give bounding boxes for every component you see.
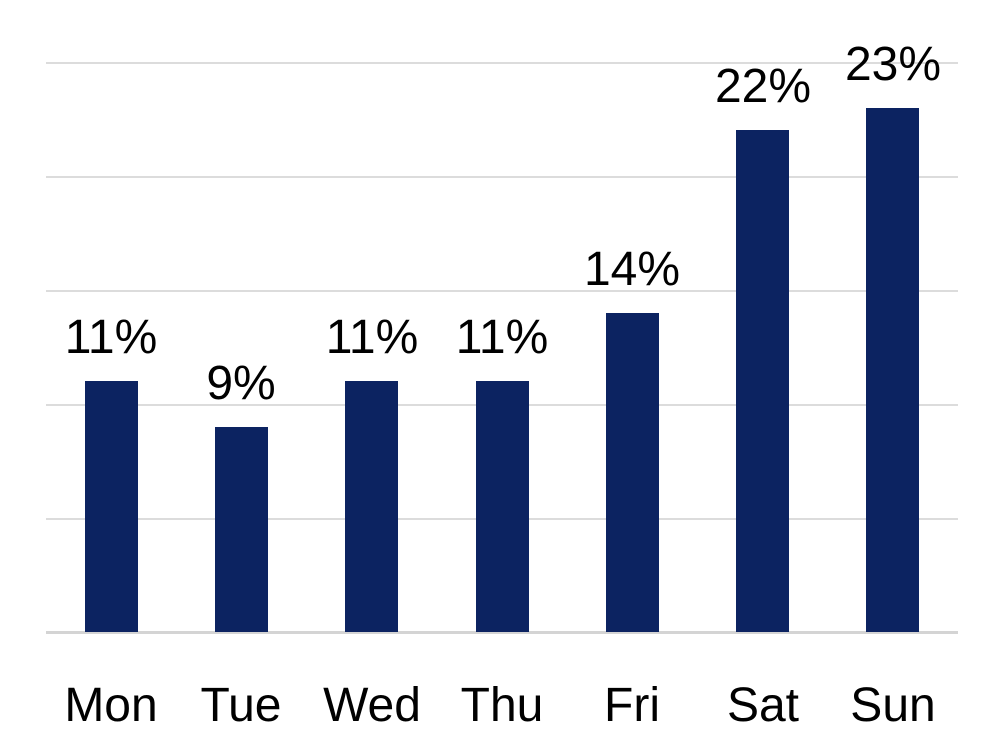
data-label-sat: 22% xyxy=(714,60,812,113)
x-axis-label-wed: Wed xyxy=(323,679,421,732)
x-axis-line xyxy=(46,631,958,634)
bar-tue xyxy=(215,427,268,632)
gridline-25pct xyxy=(46,62,958,64)
x-axis-label-mon: Mon xyxy=(64,679,158,732)
bar-wed xyxy=(345,381,398,632)
x-axis-label-sun: Sun xyxy=(850,679,936,732)
x-axis-label-fri: Fri xyxy=(604,679,660,732)
data-label-fri: 14% xyxy=(583,243,681,296)
bar-sat xyxy=(736,130,789,632)
data-label-wed: 11% xyxy=(325,311,419,364)
data-label-sun: 23% xyxy=(844,38,942,91)
bar-sun xyxy=(866,108,919,632)
x-axis-label-sat: Sat xyxy=(726,679,800,732)
x-axis-label-thu: Thu xyxy=(460,679,544,732)
bar-mon xyxy=(85,381,138,632)
data-label-thu: 11% xyxy=(455,311,549,364)
bar-fri xyxy=(606,313,659,632)
data-label-mon: 11% xyxy=(64,311,158,364)
gridline-15pct xyxy=(46,290,958,292)
bar-thu xyxy=(476,381,529,632)
data-label-tue: 9% xyxy=(206,357,276,410)
x-axis-label-tue: Tue xyxy=(200,679,282,732)
gridline-20pct xyxy=(46,176,958,178)
